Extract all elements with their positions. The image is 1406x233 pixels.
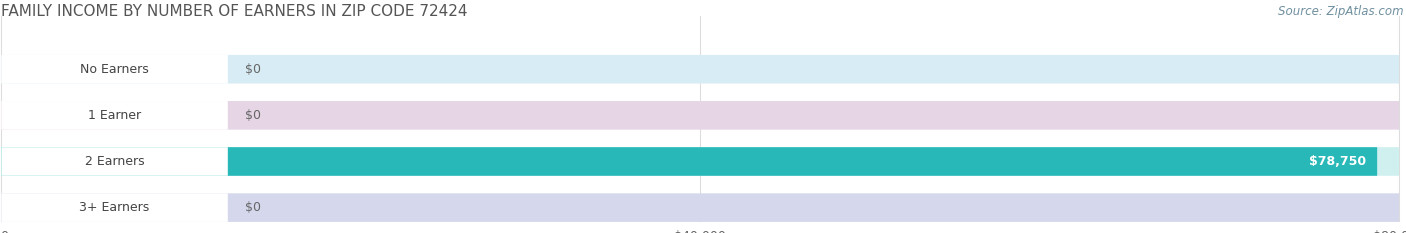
Text: $78,750: $78,750 bbox=[1309, 155, 1367, 168]
Text: $40,000: $40,000 bbox=[675, 230, 725, 233]
FancyBboxPatch shape bbox=[1, 193, 1399, 222]
Text: FAMILY INCOME BY NUMBER OF EARNERS IN ZIP CODE 72424: FAMILY INCOME BY NUMBER OF EARNERS IN ZI… bbox=[1, 4, 468, 19]
Text: $80,000: $80,000 bbox=[1374, 230, 1406, 233]
FancyBboxPatch shape bbox=[1, 101, 1399, 130]
Text: Source: ZipAtlas.com: Source: ZipAtlas.com bbox=[1278, 5, 1403, 18]
Text: $0: $0 bbox=[0, 230, 10, 233]
Text: $0: $0 bbox=[245, 109, 260, 122]
FancyBboxPatch shape bbox=[1, 55, 1399, 83]
FancyBboxPatch shape bbox=[1, 147, 1399, 176]
Text: $0: $0 bbox=[245, 201, 260, 214]
Text: No Earners: No Earners bbox=[80, 63, 149, 76]
FancyBboxPatch shape bbox=[1, 193, 228, 222]
FancyBboxPatch shape bbox=[1, 147, 228, 176]
Text: 3+ Earners: 3+ Earners bbox=[80, 201, 149, 214]
Text: $0: $0 bbox=[245, 63, 260, 76]
Text: 2 Earners: 2 Earners bbox=[84, 155, 145, 168]
Text: 1 Earner: 1 Earner bbox=[89, 109, 141, 122]
FancyBboxPatch shape bbox=[1, 147, 1376, 176]
FancyBboxPatch shape bbox=[1, 55, 228, 83]
FancyBboxPatch shape bbox=[1, 101, 228, 130]
